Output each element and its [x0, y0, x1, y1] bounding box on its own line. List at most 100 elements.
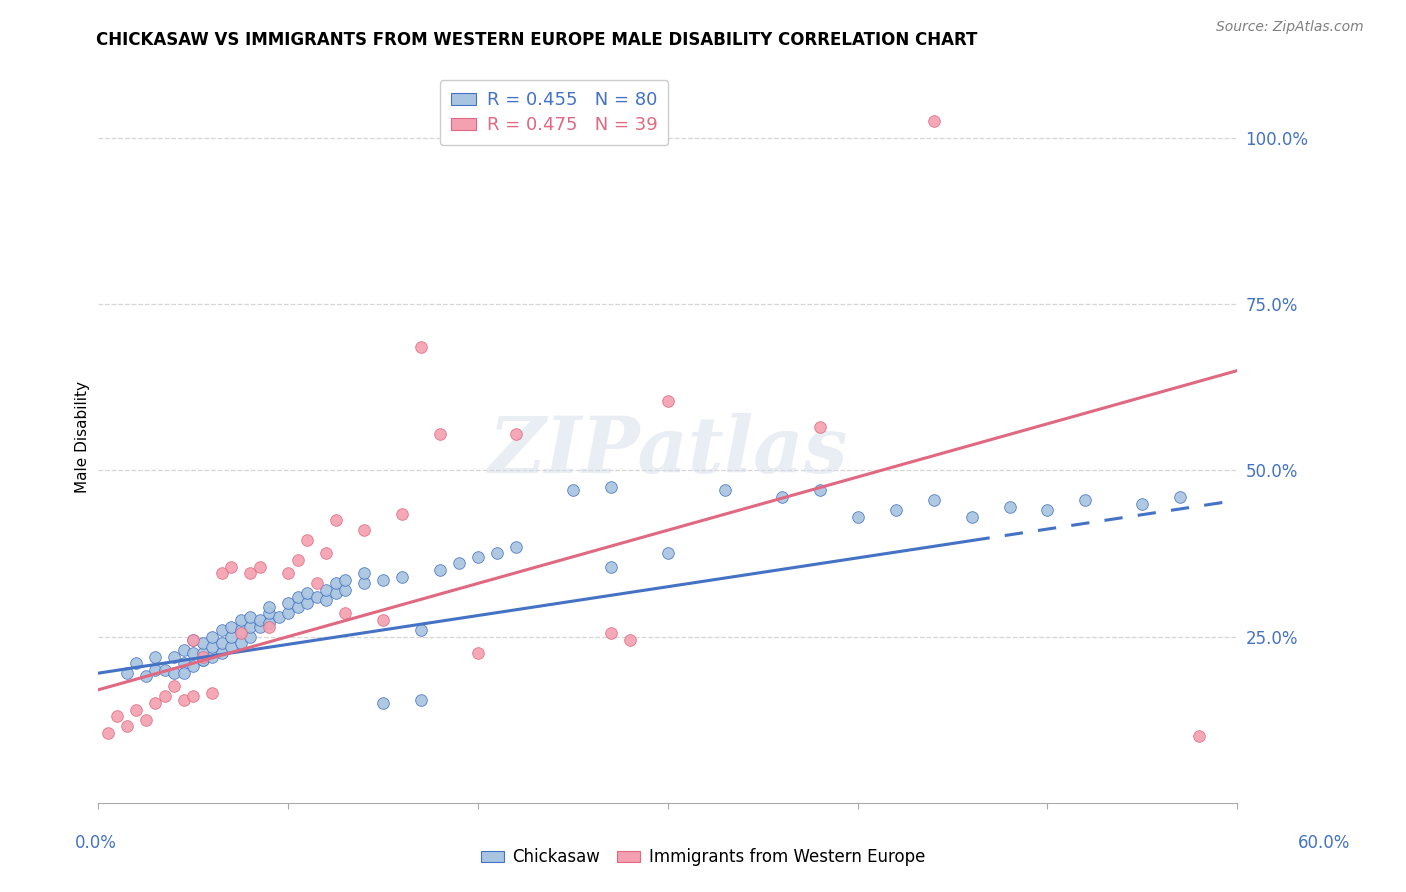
Point [163, 666, 186, 681]
Point [353, 576, 375, 591]
Point [371, 696, 394, 710]
Point [846, 509, 869, 524]
Point [125, 656, 148, 670]
Point [429, 426, 451, 441]
Point [183, 659, 205, 673]
Point [259, 599, 281, 614]
Point [163, 680, 186, 694]
Point [922, 493, 945, 508]
Point [353, 566, 375, 581]
Point [221, 640, 243, 654]
Point [449, 557, 471, 571]
Point [107, 709, 129, 723]
Point [808, 483, 831, 498]
Text: ZIPatlas: ZIPatlas [488, 414, 848, 490]
Point [145, 663, 167, 677]
Point [1132, 497, 1154, 511]
Point [960, 509, 983, 524]
Point [97, 726, 120, 740]
Point [335, 573, 357, 587]
Point [211, 646, 233, 660]
Point [163, 649, 186, 664]
Point [173, 656, 195, 670]
Point [277, 596, 299, 610]
Point [297, 586, 319, 600]
Point [229, 636, 252, 650]
Point [1074, 493, 1097, 508]
Point [229, 623, 252, 637]
Point [153, 690, 176, 704]
Point [211, 636, 233, 650]
Point [315, 593, 337, 607]
Point [201, 630, 224, 644]
Point [600, 480, 623, 494]
Point [239, 609, 262, 624]
Point [201, 649, 224, 664]
Point [229, 626, 252, 640]
Point [305, 576, 328, 591]
Point [884, 503, 907, 517]
Point [145, 649, 167, 664]
Point [221, 559, 243, 574]
Point [391, 507, 413, 521]
Point [249, 619, 271, 633]
Point [267, 609, 290, 624]
Point [249, 613, 271, 627]
Point [259, 607, 281, 621]
Text: 0.0%: 0.0% [75, 834, 117, 852]
Point [600, 559, 623, 574]
Point [287, 590, 309, 604]
Point [191, 653, 214, 667]
Point [315, 582, 337, 597]
Point [153, 663, 176, 677]
Point [287, 599, 309, 614]
Legend: Chickasaw, Immigrants from Western Europe: Chickasaw, Immigrants from Western Europ… [474, 842, 932, 873]
Point [391, 570, 413, 584]
Point [486, 546, 509, 560]
Point [353, 523, 375, 537]
Point [922, 114, 945, 128]
Point [115, 666, 138, 681]
Point [467, 549, 489, 564]
Point [657, 393, 679, 408]
Legend: R = 0.455   N = 80, R = 0.475   N = 39: R = 0.455 N = 80, R = 0.475 N = 39 [440, 80, 668, 145]
Point [325, 513, 347, 527]
Point [173, 692, 195, 706]
Point [562, 483, 585, 498]
Point [239, 619, 262, 633]
Point [325, 586, 347, 600]
Text: 60.0%: 60.0% [1298, 834, 1351, 852]
Point [297, 596, 319, 610]
Point [229, 613, 252, 627]
Point [371, 613, 394, 627]
Point [191, 649, 214, 664]
Point [277, 566, 299, 581]
Point [808, 420, 831, 434]
Point [325, 576, 347, 591]
Point [183, 632, 205, 647]
Point [335, 582, 357, 597]
Point [183, 632, 205, 647]
Point [191, 636, 214, 650]
Point [297, 533, 319, 548]
Point [505, 540, 527, 554]
Point [429, 563, 451, 577]
Point [657, 546, 679, 560]
Point [135, 669, 157, 683]
Point [411, 623, 433, 637]
Point [1170, 490, 1192, 504]
Point [135, 713, 157, 727]
Point [201, 640, 224, 654]
Point [277, 607, 299, 621]
Point [191, 653, 214, 667]
Point [239, 566, 262, 581]
Point [371, 573, 394, 587]
Point [145, 696, 167, 710]
Point [411, 340, 433, 354]
Point [183, 646, 205, 660]
Point [191, 646, 214, 660]
Point [335, 607, 357, 621]
Point [125, 703, 148, 717]
Point [115, 719, 138, 733]
Point [249, 559, 271, 574]
